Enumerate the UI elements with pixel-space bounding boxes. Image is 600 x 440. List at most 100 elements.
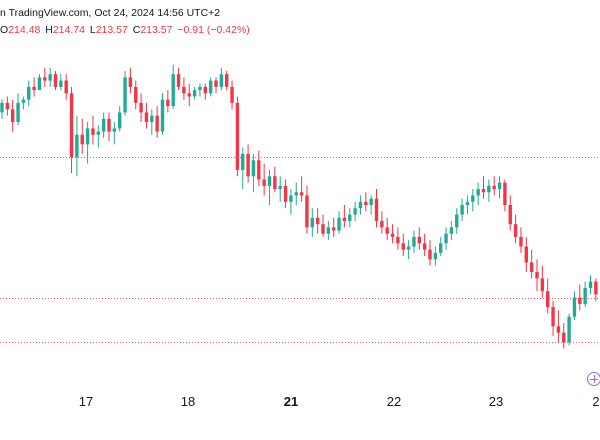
candle-body — [134, 86, 138, 103]
candle-body — [171, 74, 175, 107]
candle — [540, 265, 545, 298]
candle-body — [107, 118, 111, 132]
candle-body — [348, 214, 352, 221]
candle — [112, 122, 117, 145]
candle-body — [59, 80, 63, 87]
candle-body — [321, 224, 325, 234]
candle-body — [460, 205, 464, 215]
candle-body — [374, 198, 379, 221]
candle-body — [11, 109, 15, 123]
candle-body — [21, 99, 26, 103]
candle — [176, 67, 181, 91]
candle-body — [219, 74, 224, 87]
candle — [578, 284, 582, 311]
high-label: H — [45, 24, 53, 36]
candle — [396, 227, 400, 250]
candle-body — [588, 281, 593, 288]
candle — [32, 77, 36, 97]
high-value: 214.74 — [52, 24, 85, 36]
candle-body — [465, 201, 470, 205]
candle-body — [476, 189, 480, 196]
candle-body — [342, 217, 347, 221]
candle-body — [160, 99, 165, 132]
candle-body — [176, 74, 181, 87]
candle-body — [519, 236, 523, 247]
candle-body — [401, 243, 405, 250]
candle — [0, 99, 4, 119]
candle — [374, 189, 379, 228]
candle-body — [53, 74, 58, 87]
candle — [27, 80, 31, 107]
candle — [481, 176, 486, 199]
candle — [594, 278, 598, 301]
candle-body — [101, 118, 106, 132]
candle-body — [155, 115, 159, 132]
candle-body — [535, 272, 539, 279]
candle — [37, 74, 42, 91]
plus-circle-icon[interactable] — [587, 372, 600, 386]
candle — [69, 86, 74, 174]
candle — [535, 259, 539, 292]
candle-body — [37, 77, 42, 91]
time-axis-tick: 2 — [592, 394, 600, 409]
candle-body — [492, 185, 496, 190]
candle-body — [75, 134, 79, 158]
candle-body — [471, 195, 475, 202]
candle-body — [123, 77, 127, 113]
candle-body — [551, 307, 555, 327]
low-label: L — [89, 24, 96, 36]
candle-body — [353, 208, 357, 215]
candle-body — [48, 74, 52, 81]
close-value: 213.57 — [140, 24, 173, 36]
candle-body — [481, 189, 486, 193]
candle — [246, 144, 250, 183]
candle-body — [562, 332, 566, 343]
candle — [449, 220, 454, 241]
candle — [107, 112, 111, 142]
candle — [139, 93, 143, 123]
candle — [21, 96, 26, 110]
change-value: −0.91 (−0.42%) — [177, 24, 250, 36]
candle — [214, 77, 218, 94]
candle — [85, 122, 90, 164]
candle — [278, 176, 282, 202]
time-axis-tick: 21 — [283, 394, 299, 409]
candle — [556, 310, 561, 343]
candle-body — [294, 192, 298, 196]
candle — [166, 90, 170, 113]
candle — [337, 211, 341, 234]
candle — [283, 179, 288, 209]
candle — [524, 236, 528, 273]
candle — [294, 182, 298, 205]
low-value: 213.57 — [95, 24, 128, 36]
candle — [91, 115, 95, 145]
candle — [348, 208, 352, 228]
candle-body — [85, 128, 90, 145]
candle-body — [358, 201, 363, 209]
candle — [64, 74, 68, 100]
candle — [342, 205, 347, 228]
candle-body — [192, 90, 197, 97]
candle-body — [251, 160, 256, 177]
candle-body — [198, 86, 202, 91]
candle-body — [305, 195, 309, 228]
candle — [385, 217, 389, 241]
candle — [508, 195, 512, 231]
candle — [444, 227, 448, 250]
candle — [412, 230, 416, 253]
candle-body — [315, 217, 320, 225]
open-label: O — [0, 24, 9, 36]
candle-body — [118, 112, 122, 129]
candle — [155, 106, 159, 138]
candle — [460, 198, 464, 221]
candle — [257, 150, 261, 186]
candle — [546, 278, 550, 314]
candle — [134, 80, 138, 110]
candle — [80, 118, 84, 154]
candle — [59, 74, 63, 91]
candle — [16, 93, 20, 126]
candle — [11, 99, 15, 132]
candle — [497, 176, 502, 199]
